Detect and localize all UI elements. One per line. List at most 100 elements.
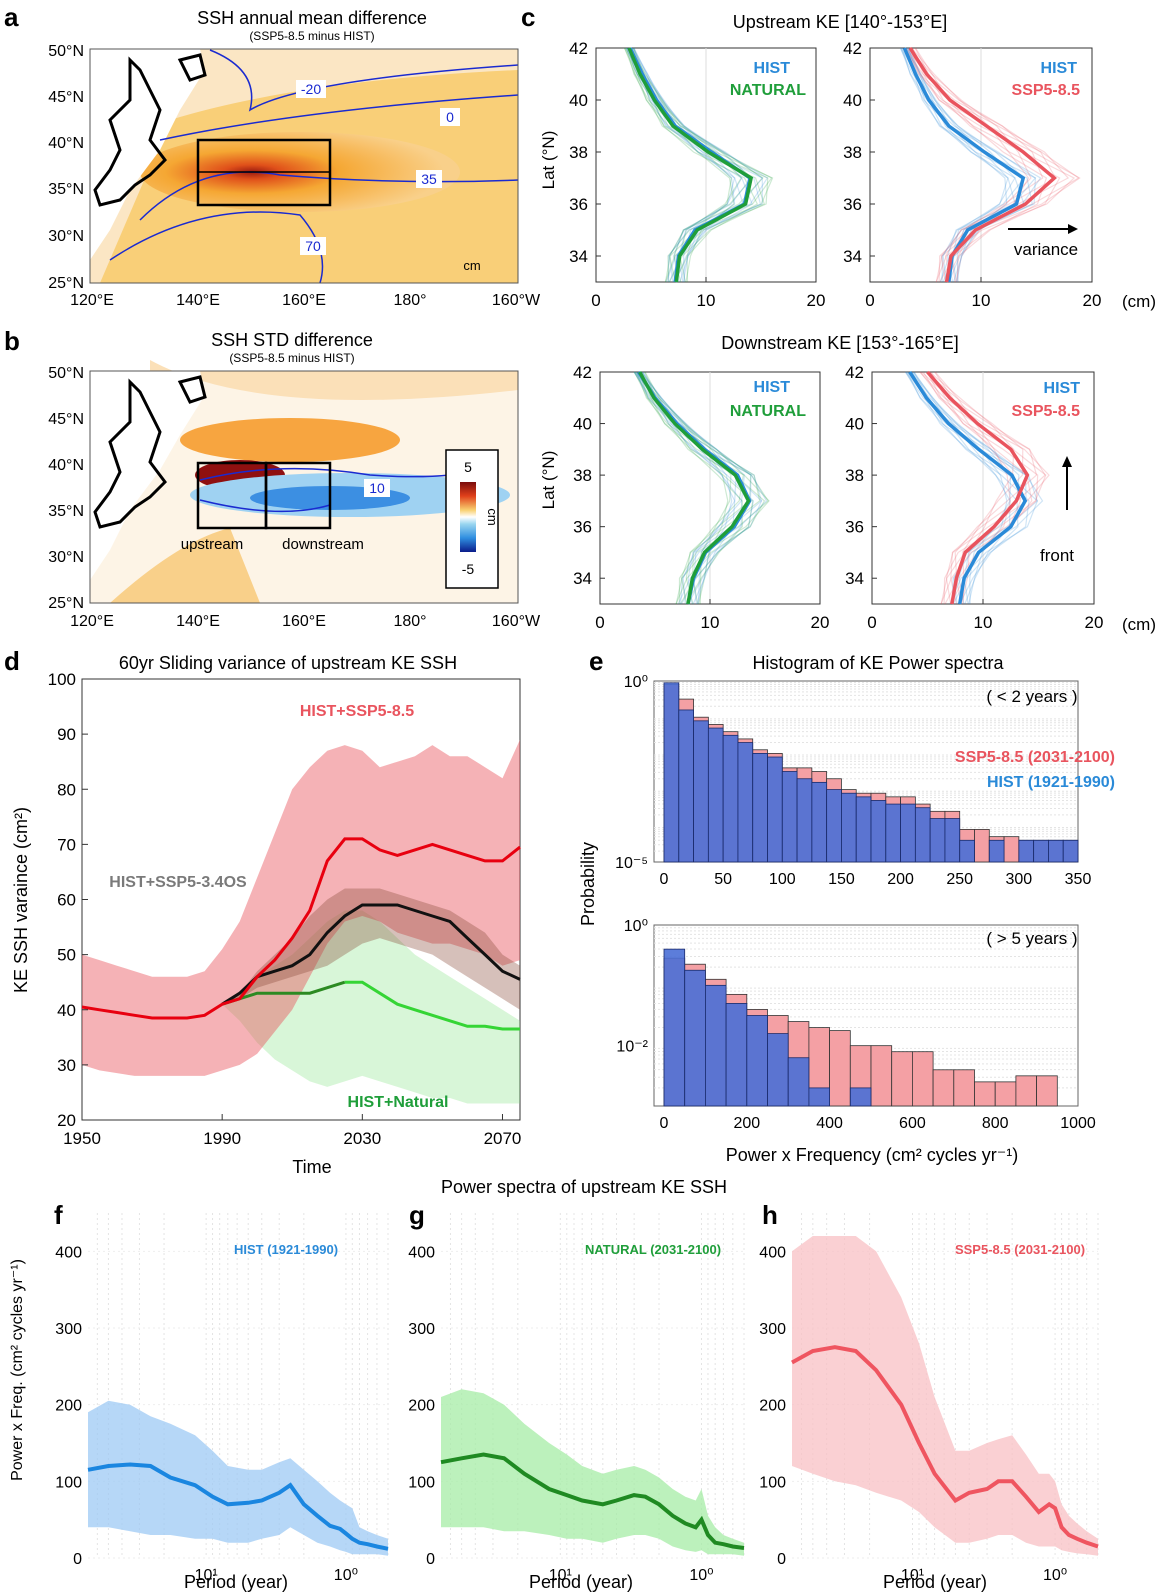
series-line-natural-late: [344, 980, 520, 1031]
y-tick-label: 300: [55, 1321, 82, 1338]
lat-tick: 40°N: [48, 457, 84, 474]
map-a-contour-minus20: [209, 49, 519, 112]
x-tick-label: 600: [899, 1115, 926, 1132]
e-ylabel: Probability: [578, 842, 598, 926]
x-tick-label: 10⁰: [689, 1567, 713, 1584]
spectrum-line: [87, 1462, 389, 1551]
ensemble-member-ssp585: [925, 371, 1024, 605]
x-tick-label: 0: [591, 291, 600, 310]
ensemble-member-ssp585: [914, 47, 1061, 283]
panel-letter-a: a: [4, 2, 19, 32]
plot-frame: [81, 678, 521, 1121]
map-b-downstream-label: downstream: [282, 536, 364, 553]
x-tick-label: 0: [865, 291, 874, 310]
histogram-bar-hist: [767, 1033, 789, 1107]
d-label-ssp34: HIST+SSP5-3.4OS: [109, 874, 247, 891]
map-b-colorbar: [460, 482, 476, 552]
map-a-coastline: [93, 53, 207, 207]
map-a-frame: [89, 48, 519, 284]
c-downstream-ylabel: Lat (°N): [539, 451, 558, 510]
f-series-label: HIST (1921-1990): [234, 1242, 338, 1257]
histogram-bar-ssp585: [1003, 836, 1020, 863]
x-tick-label: 10¹: [901, 1567, 924, 1584]
series-line-hist: [902, 47, 1026, 283]
y-tick-label: 34: [845, 569, 864, 588]
y-tick-label: 34: [569, 247, 588, 266]
e-legend-ssp585: SSP5-8.5 (2031-2100): [955, 749, 1115, 766]
histogram-bar-hist: [849, 1087, 872, 1107]
y-tick-label: 36: [569, 195, 588, 214]
map-b-contour-10-inner: [199, 499, 331, 513]
x-tick-label: 10: [701, 613, 720, 632]
x-tick-label: 100: [769, 871, 796, 888]
lon-tick: 160°W: [492, 292, 541, 309]
histogram-bar-ssp585: [829, 1030, 851, 1107]
series-line-ssp585: [81, 837, 521, 1020]
e-top-note: ( < 2 years ): [986, 687, 1077, 706]
panel-letter-g: g: [409, 1200, 425, 1230]
ensemble-member-hist: [910, 371, 1008, 605]
map-a-unit: cm: [463, 258, 480, 273]
panel-d-title: 60yr Sliding variance of upstream KE SSH: [119, 653, 457, 673]
colorbar-min: -5: [462, 561, 475, 577]
panel-letter-d: d: [4, 646, 20, 676]
histogram-bar-hist: [796, 778, 813, 863]
c-upstream-ylabel: Lat (°N): [539, 131, 558, 190]
panels-fgh: Power spectra of upstream KE SSH f g h 0…: [9, 1177, 1099, 1592]
histogram-bar-hist: [781, 771, 798, 863]
lat-tick: 30°N: [48, 228, 84, 245]
ensemble-member-natural: [626, 47, 773, 283]
map-b-downstream-box: [264, 461, 332, 530]
histogram-bar-hist: [746, 1015, 768, 1107]
x-tick-label: 10⁰: [334, 1567, 358, 1584]
ensemble-member-hist: [900, 47, 1037, 283]
x-tick-label: 0: [660, 1115, 669, 1132]
y-tick-label: 38: [569, 143, 588, 162]
map-b-warm-field: [150, 360, 518, 400]
y-tick-label: 90: [57, 725, 76, 744]
panel-a: a SSH annual mean difference (SSP5-8.5 m…: [4, 2, 541, 309]
y-tick-label: 10⁻⁵: [615, 855, 648, 872]
y-tick-label: 50: [57, 946, 76, 965]
g-xlabel: Period (year): [529, 1572, 633, 1592]
histogram-bar-hist: [870, 800, 887, 863]
map-b-coastline: [93, 375, 207, 529]
e-bottom-plot: 10⁰ 10⁻² 0 200 400 600 800 1000: [616, 918, 1095, 1132]
fgh-ylabel: Power x Freq. (cm² cycles yr⁻¹): [9, 1259, 26, 1481]
ensemble-member-hist: [640, 371, 763, 605]
panel-d: d 60yr Sliding variance of upstream KE S…: [4, 646, 521, 1177]
y-tick-label: 42: [573, 363, 592, 382]
contour-label-box: [300, 237, 326, 255]
histogram-bar-hist: [684, 969, 706, 1107]
map-a-subtitle: (SSP5-8.5 minus HIST): [249, 29, 374, 43]
x-tick-label: 20: [1083, 291, 1102, 310]
y-tick-label: 200: [759, 1398, 786, 1415]
y-tick-label: 80: [57, 780, 76, 799]
x-tick-label: 200: [733, 1115, 760, 1132]
x-tick-label: 350: [1065, 871, 1092, 888]
map-b-lon-axis: 120°E 140°E 160°E 180° 160°W: [70, 613, 541, 630]
ensemble-member-ssp585: [911, 47, 1030, 283]
histogram-bar-hist: [693, 720, 709, 863]
y-tick-label: 10⁻²: [616, 1039, 648, 1056]
panel-letter-c: c: [521, 2, 535, 32]
y-tick-label: 36: [845, 518, 864, 537]
histogram-bar-hist: [678, 709, 694, 863]
ensemble-member-hist: [632, 47, 744, 283]
histogram-bar-hist: [1018, 839, 1035, 863]
contour-label: 35: [421, 171, 437, 187]
x-tick-label: 10⁰: [1043, 1567, 1067, 1584]
ensemble-member-natural: [628, 47, 774, 283]
lon-tick: 160°W: [492, 613, 541, 630]
histogram-bar-hist: [737, 742, 754, 863]
c-downstream-left-plot: 34 36 38 40 42 0 10 20: [573, 363, 829, 632]
lat-tick: 25°N: [48, 595, 84, 612]
legend-hist: HIST: [754, 379, 791, 396]
legend-hist: HIST: [1041, 60, 1078, 77]
y-tick-label: 100: [759, 1474, 786, 1491]
x-tick-label: 200: [887, 871, 914, 888]
lon-tick: 120°E: [70, 292, 114, 309]
lon-tick: 140°E: [176, 613, 220, 630]
ensemble-member-ssp585: [922, 371, 1047, 605]
y-tick-label: 38: [573, 466, 592, 485]
